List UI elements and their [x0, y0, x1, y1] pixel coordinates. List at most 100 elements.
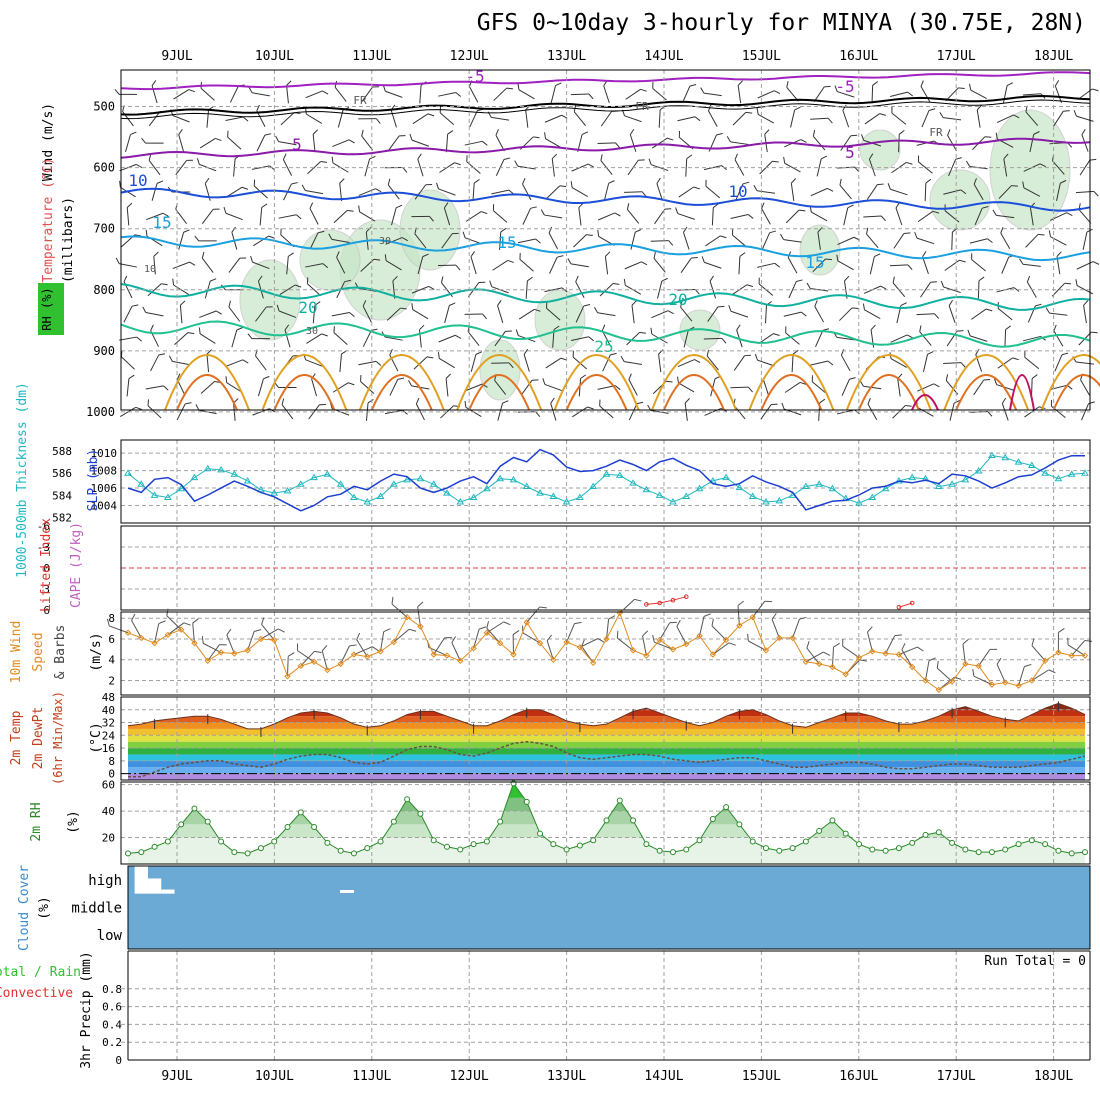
wind-tick-label: 8	[108, 612, 115, 625]
temperature-contour	[120, 235, 1091, 262]
wind-speed-marker	[855, 654, 863, 661]
wind-barb-flag	[419, 324, 425, 331]
thickness-marker	[376, 492, 385, 499]
rh-marker	[749, 838, 756, 845]
wind-barb-flag	[261, 617, 265, 625]
thickness-marker	[1014, 458, 1023, 465]
wind-barb-shaft	[943, 189, 961, 195]
wind-barb-flag	[384, 254, 387, 261]
wind-barb	[863, 285, 887, 294]
li-tick-label: 6	[43, 604, 50, 617]
wind-barb-flag	[296, 214, 302, 220]
wind-speed-marker	[510, 651, 517, 658]
wind-barb-shaft	[659, 622, 671, 641]
thickness-marker	[177, 484, 186, 492]
wind-barb	[305, 107, 323, 124]
wind-barb	[786, 81, 799, 102]
wind-barb-shaft	[624, 191, 643, 193]
wind-barb-flag	[242, 116, 249, 122]
wind-barb	[996, 287, 1020, 293]
wind-barb-shaft	[603, 85, 610, 104]
wind-barb-shaft	[225, 212, 243, 221]
wind-barb-flag	[850, 134, 858, 137]
wind-barb-shaft	[946, 330, 958, 347]
wind-speed-marker	[590, 659, 597, 667]
thickness-marker	[602, 470, 611, 477]
wind-barb	[362, 300, 372, 323]
day-label-bottom: 12JUL	[450, 1069, 489, 1084]
wind-barb	[1075, 190, 1099, 197]
wind-barb	[495, 129, 505, 152]
wind-speed-marker	[496, 639, 504, 647]
rh-axis-label: 2m RH	[29, 802, 44, 841]
wind-barb-10m	[451, 636, 461, 661]
wind-barb-flag	[587, 406, 594, 410]
wind-barb-flag	[667, 310, 674, 315]
wind-barb-flag	[402, 167, 408, 173]
wind-speed-marker	[138, 634, 145, 642]
wind-barb	[168, 355, 191, 366]
wind-barb-shaft	[492, 260, 508, 271]
rh-marker	[125, 850, 131, 857]
wind-barb-flag	[557, 255, 564, 258]
rh-marker	[430, 837, 437, 844]
rh-marker	[909, 839, 916, 846]
wind-barb-10m	[380, 628, 391, 652]
wind-barb	[891, 106, 907, 125]
thickness-marker	[1041, 469, 1050, 476]
rh-marker	[922, 831, 929, 838]
rh-marker	[802, 838, 809, 845]
wind-barb	[815, 328, 830, 348]
wind-barb-flag	[1092, 261, 1100, 265]
wind-barb	[898, 129, 905, 153]
wind-barb	[684, 398, 690, 421]
rh-marker	[616, 797, 623, 804]
wind-barb-shaft	[544, 383, 562, 392]
wind-barb-flag	[339, 178, 345, 184]
day-label-bottom: 10JUL	[255, 1069, 294, 1084]
wind-barb-shaft	[976, 109, 981, 128]
wind-barb-shaft	[867, 631, 873, 652]
wind-barb-flag	[455, 92, 462, 97]
temperature-band	[128, 735, 1085, 742]
thickness-marker	[881, 484, 890, 492]
wind-barb	[812, 129, 826, 151]
wind-barb-flag	[176, 373, 181, 380]
wind-barb-flag	[965, 160, 971, 167]
wind-barb	[680, 300, 693, 322]
wind-barb-shaft	[228, 257, 241, 273]
wind-barb-flag	[859, 659, 867, 662]
wind-barb-flag	[686, 154, 693, 160]
wind-barb-shaft	[284, 329, 291, 348]
wind-barb-shaft	[361, 86, 373, 102]
temperature-axis-label: 2m Temp	[9, 710, 24, 765]
wind-barb-shaft	[604, 256, 609, 275]
wind-barb-flag	[616, 630, 619, 639]
wind-barb-flag	[779, 233, 785, 240]
wind-barb	[658, 105, 666, 128]
wind-barb-shaft	[178, 134, 185, 152]
wind-barb-flag	[387, 178, 391, 186]
wind-barb	[223, 206, 243, 221]
wind-barb-shaft	[864, 309, 881, 319]
thickness-marker	[682, 492, 691, 499]
thickness-marker	[296, 480, 305, 487]
wind-barb-shaft	[544, 214, 563, 219]
wind-barb-flag	[522, 178, 526, 185]
wind-barb-flag	[227, 130, 229, 138]
wind-barb-flag	[131, 613, 136, 621]
wind-barb	[198, 327, 216, 344]
wind-barb	[620, 355, 643, 365]
wind-barb	[1050, 399, 1066, 418]
wind-barb-shaft	[732, 234, 747, 248]
wind-barb	[701, 256, 722, 269]
wind-barb	[492, 259, 514, 271]
temperature-contour	[857, 374, 920, 411]
wind-barb-shaft	[486, 627, 501, 644]
wind-barb-flag	[773, 90, 781, 95]
wind-barb	[917, 210, 940, 223]
day-label-top: 16JUL	[839, 49, 878, 64]
wind-barb	[1073, 109, 1094, 122]
high-cloud-bar	[134, 866, 148, 894]
